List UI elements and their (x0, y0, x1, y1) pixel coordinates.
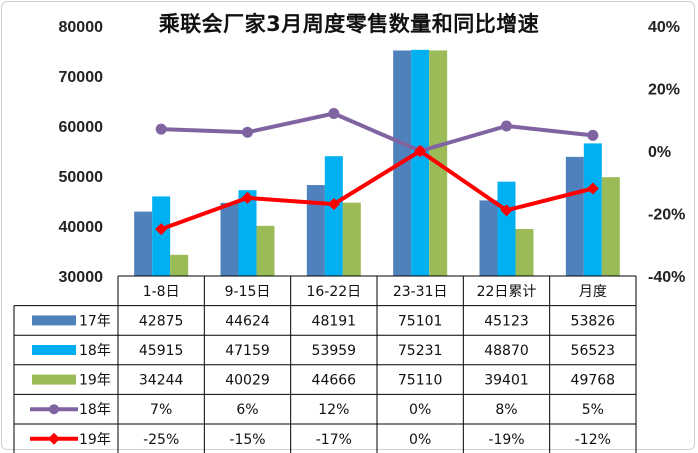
data-label: 44624 (225, 313, 270, 329)
data-label: 40029 (225, 373, 270, 389)
legend-key (32, 345, 76, 355)
data-label: -19% (488, 432, 524, 448)
data-label: 47159 (225, 343, 270, 359)
category-label: 23-31日 (393, 284, 448, 300)
chart-title: 乘联会厂家3月周度零售数量和同比增速 (158, 12, 540, 36)
y-right-tick-label: 20% (648, 82, 680, 99)
line-point (500, 204, 513, 217)
data-label: 56523 (571, 343, 616, 359)
series-line (160, 149, 594, 232)
line-point (155, 123, 167, 135)
y-right-tick-label: 40% (648, 19, 680, 36)
data-label: 75101 (398, 313, 443, 329)
data-label: 44666 (312, 373, 357, 389)
data-label: 0% (409, 402, 431, 418)
bar (324, 156, 343, 276)
data-label: 7% (150, 402, 172, 418)
data-label: -12% (575, 432, 611, 448)
bar (497, 181, 516, 276)
legend-label: 17年 (79, 313, 111, 329)
data-label: 45915 (139, 343, 184, 359)
bar (515, 228, 534, 276)
data-table: 1-8日 9-15日 16-22日 23-31日 22日累计 月度 17年 42875 4462… (13, 275, 637, 453)
bar (134, 211, 153, 276)
bar (256, 225, 275, 276)
bar (411, 49, 430, 276)
data-label: 75110 (398, 373, 443, 389)
data-label: 12% (318, 402, 349, 418)
legend-label: 19年 (79, 432, 111, 448)
data-label: 6% (236, 402, 258, 418)
y-right-tick-label: 0% (648, 144, 671, 161)
legend-key (32, 315, 76, 326)
bar (479, 200, 498, 276)
legend-label: 19年 (79, 373, 111, 389)
data-label: 48191 (312, 313, 357, 329)
data-label: 53959 (312, 343, 357, 359)
y-left-tick-label: 40000 (59, 219, 104, 236)
data-label: 0% (409, 432, 431, 448)
legend-marker (48, 432, 60, 445)
y-right-tick-label: -40% (648, 269, 685, 286)
bar (170, 254, 189, 276)
bar (152, 196, 171, 276)
category-label: 22日累计 (477, 284, 537, 300)
y-left-tick-label: 50000 (59, 169, 104, 186)
category-label: 1-8日 (143, 284, 180, 300)
bar (238, 190, 257, 276)
legend-key (32, 374, 76, 385)
line-point (587, 129, 599, 141)
bar (565, 156, 584, 276)
data-label: 39401 (484, 373, 529, 389)
y-right-tick-label: -20% (648, 207, 685, 224)
bar (342, 202, 361, 276)
line-point (327, 198, 340, 211)
y-left-tick-label: 70000 (59, 69, 104, 86)
legend-label: 18年 (79, 402, 111, 418)
data-label: 42875 (139, 313, 184, 329)
bar (306, 185, 325, 276)
line-point (414, 145, 427, 157)
data-label: -15% (229, 432, 265, 448)
category-label: 月度 (579, 284, 607, 300)
category-label: 16-22日 (306, 284, 361, 300)
line-point (501, 120, 512, 132)
data-label: -17% (316, 432, 352, 448)
data-label: 45123 (484, 313, 529, 329)
bar (601, 177, 620, 276)
category-label: 9-15日 (225, 284, 271, 300)
line-point (241, 191, 254, 204)
bar (220, 202, 239, 276)
axes-layer: 30000 40000 50000 60000 70000 80000 -40% -20% 0%… (59, 19, 686, 286)
data-label: 49768 (571, 373, 616, 389)
bar (583, 143, 602, 276)
legend-label: 18年 (79, 343, 111, 359)
line-point (586, 182, 599, 195)
bars-layer (134, 49, 620, 277)
data-label: -25% (143, 432, 179, 448)
legend-marker (49, 404, 59, 415)
line-point (242, 126, 253, 138)
lines-layer (155, 108, 599, 236)
data-label: 53826 (571, 313, 616, 329)
data-label: 75231 (398, 343, 443, 359)
y-left-tick-label: 30000 (59, 269, 104, 286)
series-line (161, 111, 594, 153)
data-label: 48870 (484, 343, 529, 359)
line-point (328, 108, 340, 119)
data-label: 5% (582, 402, 604, 418)
data-label: 8% (495, 402, 517, 418)
y-left-tick-label: 60000 (59, 119, 104, 136)
y-left-tick-label: 80000 (59, 19, 104, 36)
data-label: 34244 (139, 373, 184, 389)
line-point (155, 223, 168, 236)
